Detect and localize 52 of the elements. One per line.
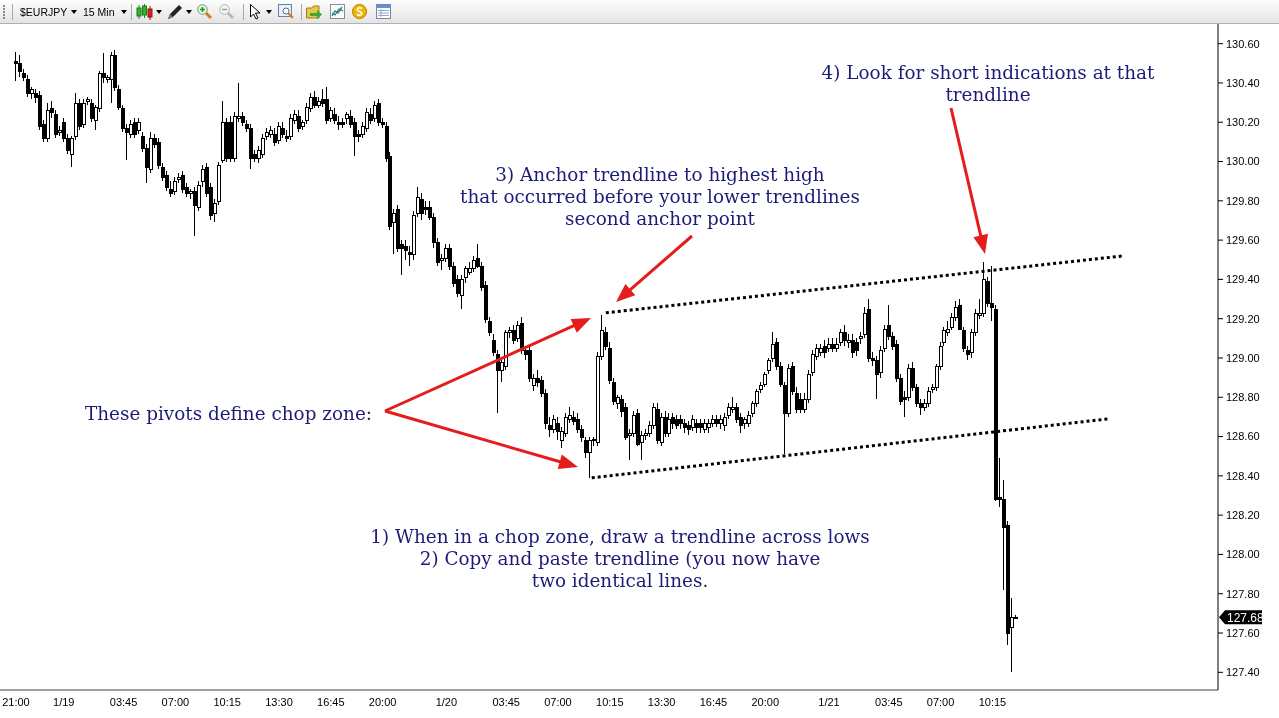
y-tick-label: 128.00 (1226, 548, 1260, 561)
x-tick-label: 07:00 (926, 695, 955, 708)
y-tick-label: 130.60 (1226, 37, 1260, 50)
candlestick (14, 51, 18, 82)
x-tick-label: 03:45 (875, 695, 903, 708)
x-tick-label: 10:15 (596, 695, 624, 708)
y-tick-label: 129.60 (1226, 234, 1260, 247)
candlestick (289, 113, 293, 141)
x-tick-label: 16:45 (317, 695, 345, 708)
y-tick-label: 127.80 (1226, 587, 1260, 600)
y-tick-label: 129.00 (1226, 351, 1260, 364)
x-tick-label: 1/20 (435, 695, 458, 708)
candlestick (193, 186, 197, 237)
y-tick-label: 127.40 (1226, 666, 1260, 679)
annotation: 1) When in a chop zone, draw a trendline across lows 2) Copy and paste trendline (you now have two identical lines. (369, 526, 871, 592)
candlestick (512, 324, 516, 345)
y-tick-label: 128.20 (1226, 509, 1260, 522)
annotation: 3) Anchor trendline to highest high that occurred before your lower trendlines second anchor point (459, 164, 861, 230)
y-tick-label: 129.20 (1226, 312, 1260, 325)
toolbar: $EURJPY 15 Min (0, 0, 1279, 24)
x-tick-label: 13:30 (647, 695, 676, 708)
candlestick (927, 386, 931, 408)
x-tick-label: 03:45 (492, 695, 520, 708)
y-tick-label: 130.20 (1226, 116, 1260, 129)
y-tick-label: 128.40 (1226, 469, 1260, 482)
y-tick-label: 129.80 (1226, 194, 1260, 207)
x-tick-label: 1/19 (53, 695, 75, 708)
y-tick-label: 127.60 (1226, 626, 1260, 639)
x-tick-label: 21:00 (2, 695, 30, 708)
x-tick-label: 16:45 (699, 695, 728, 708)
x-tick-label: 1/21 (818, 695, 840, 708)
candlestick (181, 170, 185, 194)
x-tick-label: 20:00 (368, 695, 397, 708)
chart-subtitle: 15 Min (83, 5, 115, 19)
annotation: 4) Look for short indications at that trendline (821, 62, 1155, 105)
y-tick-label: 129.40 (1226, 273, 1260, 286)
candlestick (373, 100, 377, 123)
y-tick-label: 128.80 (1226, 391, 1260, 404)
chart-title: $EURJPY (20, 5, 68, 19)
x-tick-label: 20:00 (751, 695, 779, 708)
x-tick-label: 10:15 (978, 695, 1007, 708)
y-tick-label: 130.40 (1226, 76, 1260, 89)
candlestick (18, 54, 22, 78)
candlestick (799, 392, 803, 414)
y-tick-label: 130.00 (1226, 155, 1260, 168)
x-tick-label: 13:30 (265, 695, 293, 708)
annotation: These pivots define chop zone: (85, 403, 372, 425)
x-tick-label: 07:00 (544, 695, 572, 708)
x-tick-label: 10:15 (213, 695, 241, 708)
y-tick-label: 128.60 (1226, 430, 1260, 443)
x-tick-label: 07:00 (161, 695, 190, 708)
x-tick-label: 03:45 (109, 695, 138, 708)
